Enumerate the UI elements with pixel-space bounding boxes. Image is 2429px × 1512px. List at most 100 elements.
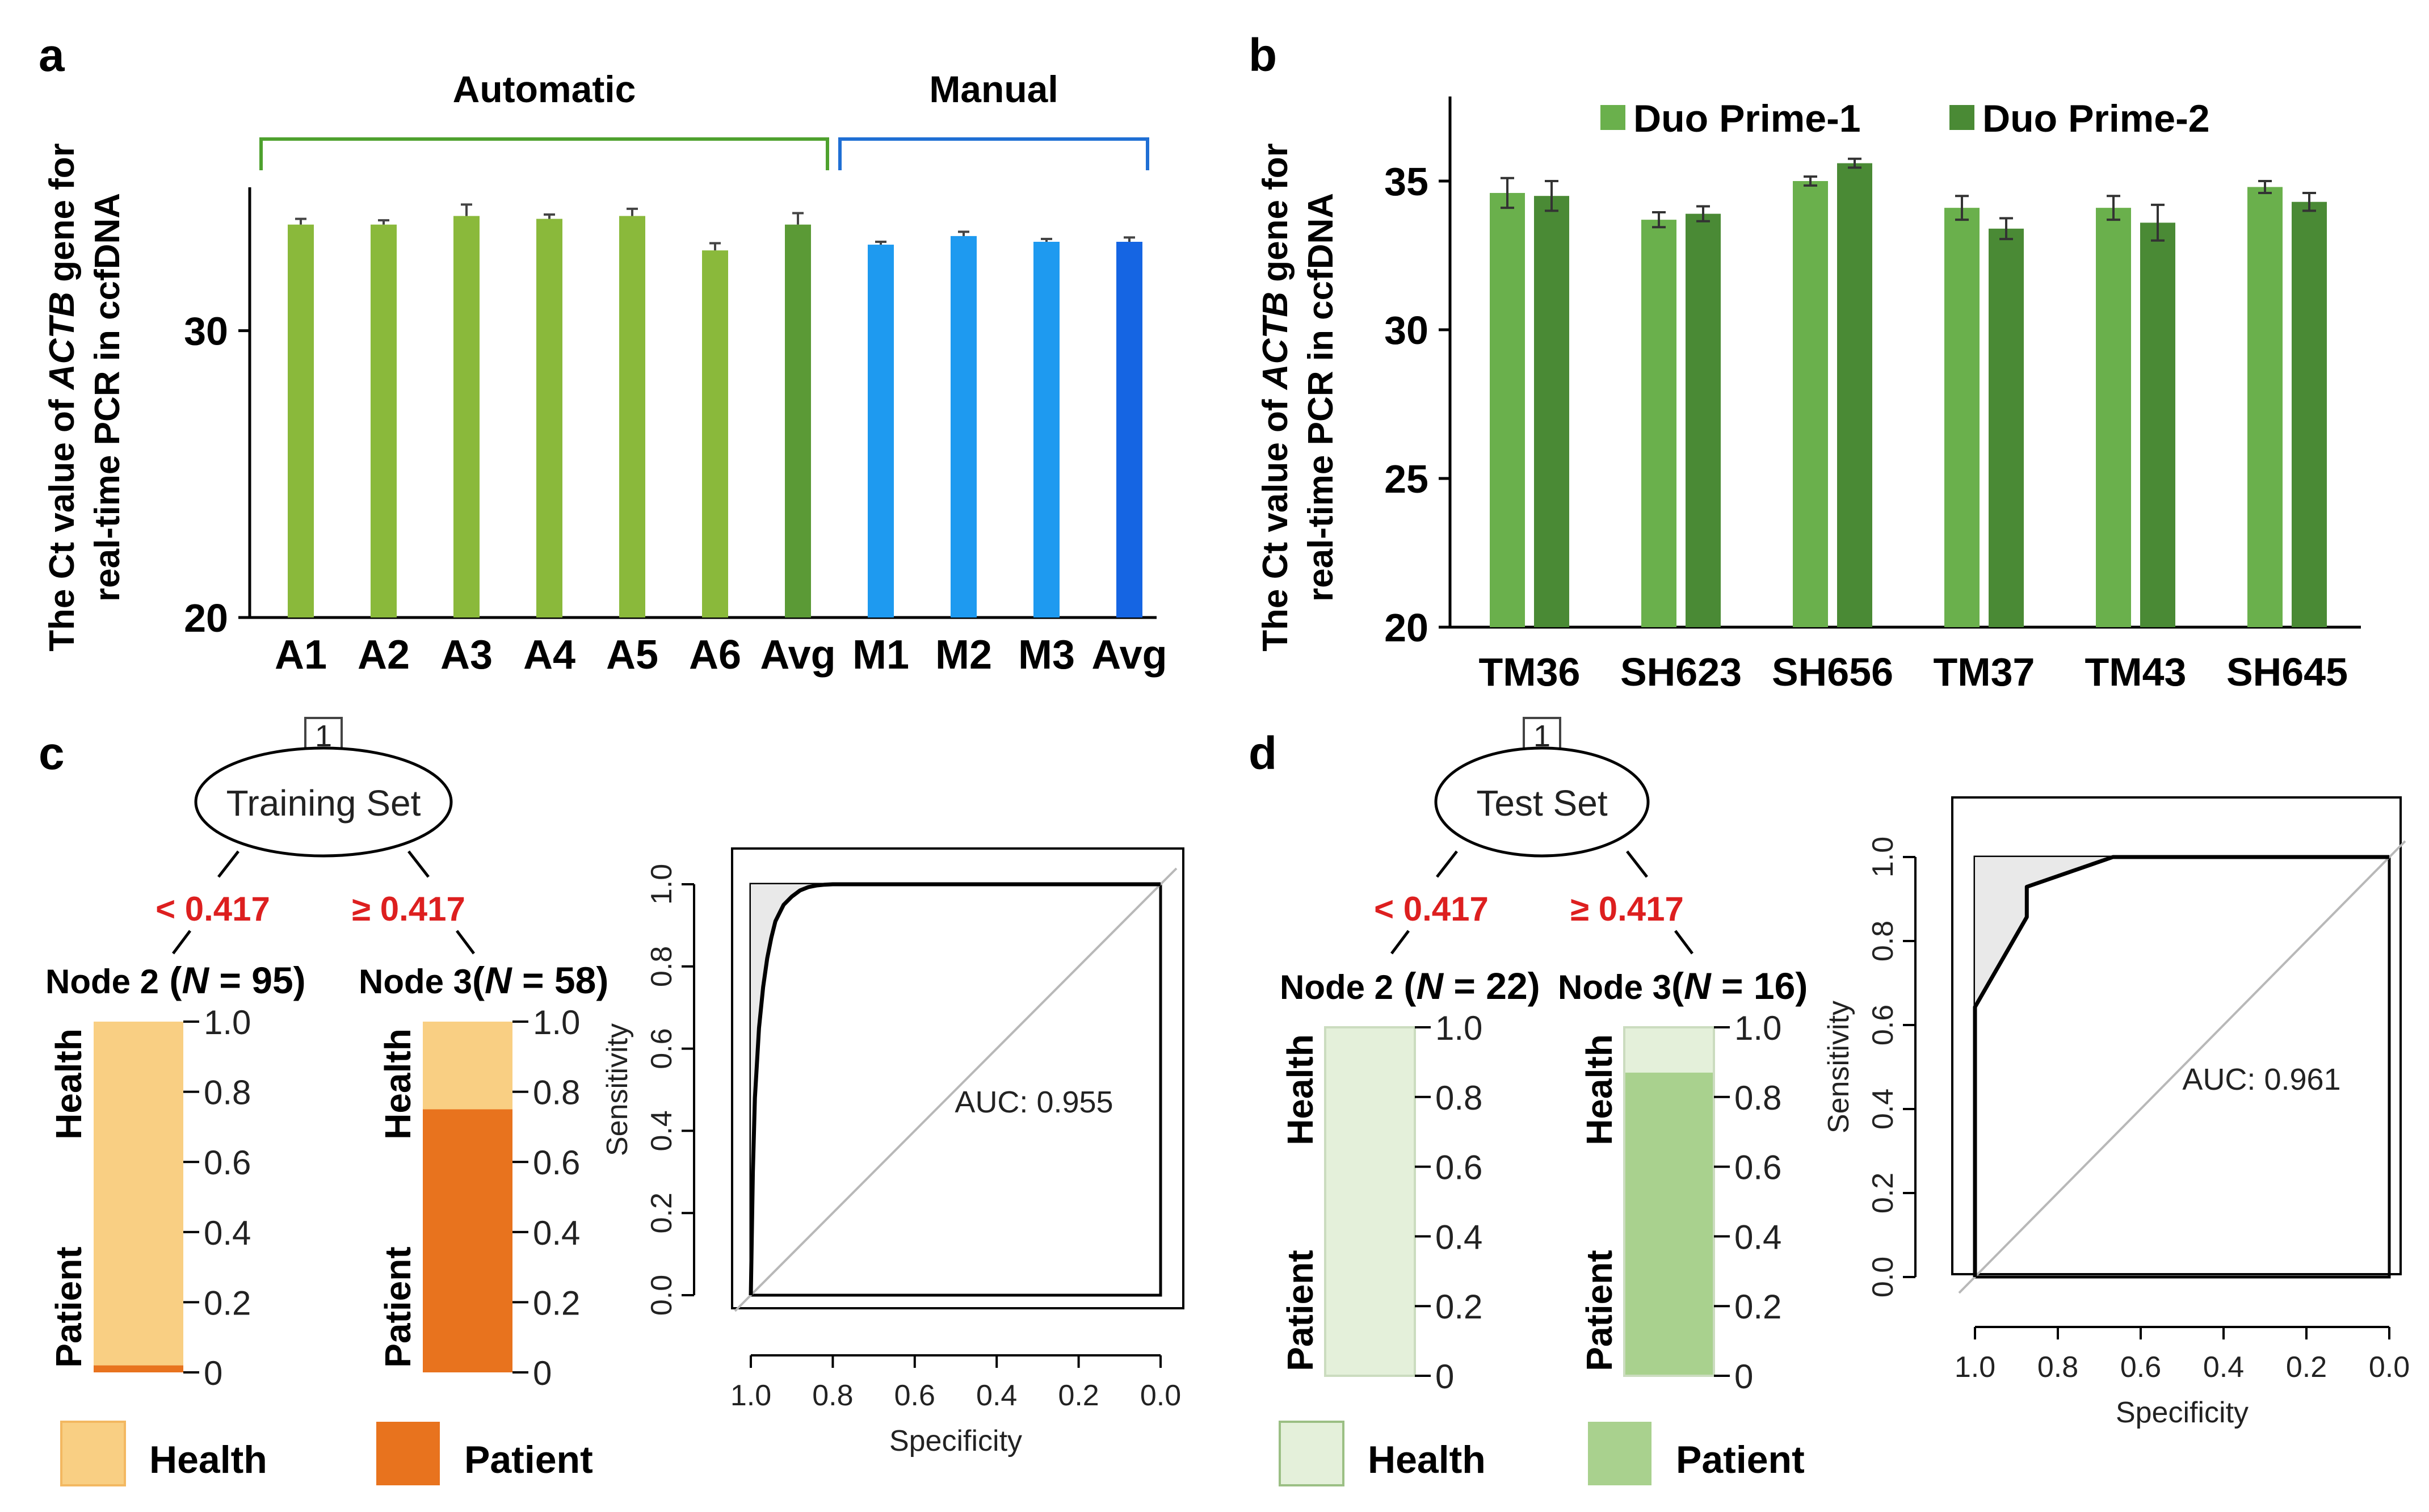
roc-y-tick-label: 0.0 (645, 1275, 678, 1316)
node-bar-patient (1624, 1072, 1714, 1376)
legend-swatch-d (1588, 1422, 1651, 1485)
node-bar-tick-label: 0 (204, 1354, 222, 1392)
node-bar-health (423, 1022, 512, 1110)
panel-a: a 20 30 A1 A2 A3 A4 A5 A6 Avg M1 M2 M3 Avg Automatic Ma… (39, 30, 1167, 678)
legend-label-d: Health (1368, 1438, 1486, 1481)
y-axis-label-a-line2: real-time PCR in ccfDNA (88, 193, 127, 602)
roc-y-tick-label: 1.0 (645, 864, 678, 905)
split-label-right: ≥ 0.417 (352, 890, 465, 928)
bar-b (1793, 181, 1828, 627)
y-tick-label-b: 25 (1384, 457, 1428, 501)
roc-x-tick-label: 0.6 (2120, 1351, 2161, 1384)
node-title-part: = 22) (1443, 965, 1540, 1007)
node-title-part: Node 3 (359, 963, 472, 1001)
x-tick-label-a: M1 (852, 632, 909, 678)
branch-line (172, 930, 191, 955)
panel-c-roc: 1.0 0.8 0.6 0.4 0.2 0.0 Specificity 0.0 0.2 0.4 0.… (601, 847, 1184, 1458)
node-bar-tick-label: 1.0 (1734, 1009, 1781, 1047)
roc-y-tick-label: 0.6 (1867, 1005, 1900, 1045)
roc-x-tick-label: 0.6 (894, 1379, 935, 1412)
node-bar-tick-label: 0.2 (1435, 1288, 1482, 1326)
roc-y-tick-label: 0.8 (1867, 921, 1900, 961)
legend-swatch-b (1600, 105, 1625, 130)
root-node-label: Test Set (1476, 783, 1607, 824)
legend-swatch-c (376, 1422, 440, 1485)
node-bar-tick-label: 0.6 (1435, 1149, 1482, 1187)
x-tick-label-b: TM43 (2085, 650, 2187, 694)
node-title-part: N (182, 959, 209, 1001)
split-label-left: < 0.417 (1374, 890, 1489, 928)
node-bar-tick-label: 1.0 (1435, 1009, 1482, 1047)
legend-label-c: Patient (464, 1438, 593, 1481)
node-bar-ylabel-patient: Patient (1280, 1250, 1321, 1371)
legend-swatch-c (60, 1421, 126, 1486)
roc-x-tick-label: 0.8 (812, 1379, 853, 1412)
roc-y-tick-label: 0.4 (645, 1110, 678, 1151)
bar-b (1944, 208, 1980, 627)
branch-line (1436, 850, 1458, 878)
node-bar-tick-label: 0 (1435, 1358, 1454, 1396)
bar-a (785, 224, 811, 618)
branch-line (407, 850, 430, 878)
node-title-part: ( (472, 959, 485, 1001)
y-tick-label-a: 20 (184, 596, 228, 640)
y-axis-label-b-part: The Ct value of (1256, 389, 1295, 652)
node-title-part: Node 2 (45, 963, 159, 1001)
panel-d-roc: 1.0 0.8 0.6 0.4 0.2 0.0 Specificity 0.0 0.2 0.4 0.… (1822, 796, 2410, 1429)
node-bar-tick-label: 0 (1734, 1358, 1753, 1396)
legend-swatch-d (1279, 1421, 1344, 1486)
node-bar-ylabel-health: Health (48, 1028, 89, 1140)
y-tick-label-b: 30 (1384, 308, 1428, 352)
bar-a (702, 250, 728, 618)
node-title-part: ( (1671, 965, 1684, 1007)
node-title-part: ( (159, 959, 182, 1001)
node-title-part: = 16) (1711, 965, 1808, 1007)
node-bar-health (1325, 1027, 1415, 1376)
roc-y-tick-label: 0.6 (645, 1028, 678, 1069)
branch-line (456, 930, 475, 955)
node-bar-patient (94, 1365, 183, 1372)
node-bar-tick-label: 0.6 (533, 1144, 580, 1182)
y-tick-label-a: 30 (184, 309, 228, 354)
x-tick-label-b: TM37 (1934, 650, 2035, 694)
x-tick-label-a: A2 (358, 632, 410, 678)
node-title: Node 2 (N = 95) (45, 959, 306, 1001)
roc-y-tick-label: 0.4 (1867, 1089, 1900, 1129)
node-bar-tick-label: 1.0 (533, 1003, 580, 1041)
y-axis-label-a-part: gene for (43, 143, 82, 292)
legend-label-b: Duo Prime-1 (1633, 97, 1861, 140)
node-bar-ylabel-health: Health (377, 1028, 418, 1140)
branch-line (1626, 850, 1648, 878)
y-axis-label-b-line2-part: real-time PCR in ccfDNA (1301, 193, 1340, 602)
legend-label-d: Patient (1676, 1438, 1805, 1481)
split-label-right: ≥ 0.417 (1570, 890, 1684, 928)
roc-x-tick-label: 0.4 (976, 1379, 1017, 1412)
roc-x-tick-label: 0.4 (2203, 1351, 2244, 1384)
node-title-part: Node 2 (1280, 968, 1393, 1006)
y-axis-label-a-line2-part: real-time PCR in ccfDNA (88, 193, 127, 602)
node-bar-tick-label: 0.8 (1435, 1079, 1482, 1117)
roc-x-tick-label: 0.0 (1140, 1379, 1181, 1412)
node-bar-tick-label: 0 (533, 1354, 552, 1392)
roc-diagonal (734, 867, 1178, 1312)
node-bar-tick-label: 1.0 (204, 1003, 251, 1041)
node-bar-tick-label: 0.4 (533, 1214, 580, 1252)
x-tick-label-b: SH645 (2226, 650, 2348, 694)
x-tick-label-b: TM36 (1479, 650, 1581, 694)
node-title-part: ( (1393, 965, 1416, 1007)
group-bracket-a (838, 137, 1149, 170)
node-title-part: N (1684, 965, 1712, 1007)
group-label-a: Automatic (453, 68, 636, 110)
roc-y-tick-label: 0.0 (1867, 1257, 1900, 1297)
panel-letter-b: b (1249, 30, 1277, 81)
node-title: Node 2 (N = 22) (1280, 965, 1540, 1007)
bar-b (2140, 222, 2175, 627)
branch-line (217, 850, 239, 878)
y-tick-label-b: 35 (1384, 159, 1428, 204)
node-title: Node 3(N = 58) (359, 959, 608, 1001)
roc-x-tick-label: 1.0 (1955, 1351, 1995, 1384)
roc-x-axis-label: Specificity (2116, 1396, 2249, 1429)
y-axis-label-b-line2: real-time PCR in ccfDNA (1301, 193, 1340, 602)
bar-a (1033, 242, 1060, 618)
